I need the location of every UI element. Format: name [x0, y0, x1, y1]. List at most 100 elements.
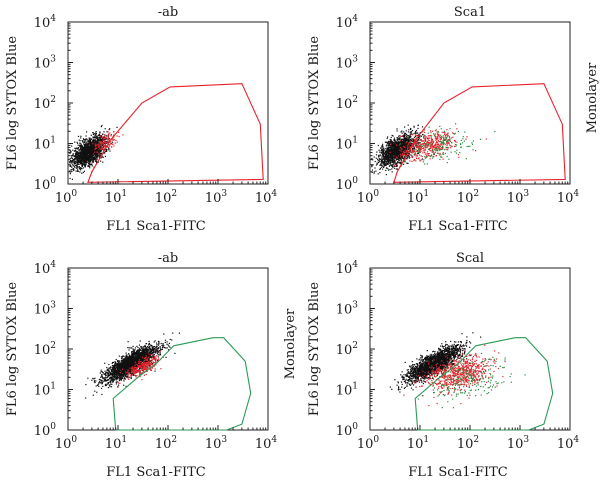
x-tick-label: 104: [255, 189, 278, 206]
data-point: [393, 141, 395, 143]
data-point: [87, 149, 89, 151]
data-point: [392, 157, 394, 159]
data-point: [74, 152, 77, 154]
data-point: [154, 352, 156, 354]
data-point: [393, 160, 395, 162]
data-point: [390, 144, 393, 146]
data-point: [436, 146, 438, 148]
data-point: [392, 145, 394, 147]
data-point: [427, 138, 429, 140]
data-point: [418, 150, 420, 152]
data-point: [95, 145, 97, 147]
data-point: [81, 168, 83, 170]
data-point: [94, 381, 96, 384]
data-point: [82, 158, 85, 160]
data-point: [383, 155, 385, 157]
data-point: [98, 145, 100, 147]
data-point: [99, 137, 101, 139]
data-point: [422, 131, 424, 133]
data-point: [437, 148, 439, 150]
data-point: [417, 146, 419, 148]
data-point: [379, 155, 381, 157]
data-point: [384, 155, 386, 157]
data-point: [415, 142, 417, 144]
data-point: [98, 137, 100, 139]
data-point: [78, 157, 80, 160]
data-point: [399, 135, 401, 137]
data-point: [401, 144, 403, 146]
data-point: [69, 173, 71, 175]
data-point: [392, 150, 394, 152]
data-point: [108, 144, 110, 146]
data-point: [389, 147, 391, 150]
data-point: [85, 397, 87, 399]
data-point: [80, 150, 82, 152]
data-point: [428, 155, 430, 157]
data-point: [407, 162, 409, 164]
data-point: [83, 156, 85, 158]
data-point: [430, 137, 432, 139]
data-point: [83, 145, 86, 147]
data-point: [90, 139, 92, 142]
data-point: [393, 143, 396, 145]
data-point: [386, 155, 388, 157]
data-point: [94, 134, 96, 136]
data-point: [431, 140, 433, 142]
data-point: [115, 139, 117, 141]
data-point: [397, 144, 399, 146]
data-point: [112, 375, 114, 378]
data-point: [446, 137, 448, 139]
data-point: [108, 363, 110, 366]
data-point: [90, 134, 92, 136]
data-point: [95, 135, 97, 137]
data-point: [108, 137, 110, 139]
data-point: [424, 163, 426, 165]
data-point: [75, 162, 77, 164]
data-point: [87, 152, 89, 154]
data-point: [79, 159, 81, 161]
data-point: [73, 155, 75, 158]
data-point: [413, 125, 415, 127]
data-point: [426, 145, 428, 147]
data-point: [148, 346, 150, 348]
data-point: [87, 143, 89, 145]
data-point: [384, 153, 386, 155]
data-point: [396, 137, 398, 139]
data-point: [122, 134, 124, 136]
data-point: [86, 153, 88, 155]
data-point: [111, 146, 113, 148]
data-point: [107, 135, 109, 137]
data-point: [113, 145, 115, 147]
data-point: [402, 154, 404, 156]
data-point: [377, 144, 379, 147]
data-point: [422, 152, 424, 154]
data-point: [400, 148, 402, 150]
data-point: [411, 142, 413, 144]
data-point: [417, 142, 419, 144]
data-point: [90, 151, 92, 153]
data-point: [435, 147, 438, 149]
data-point: [412, 151, 414, 153]
data-point: [409, 140, 411, 142]
data-point: [86, 131, 88, 133]
data-point: [441, 147, 444, 149]
data-point: [380, 158, 382, 160]
cluster-1: [85, 332, 180, 399]
data-point: [400, 141, 402, 143]
data-point: [80, 135, 82, 137]
data-point: [83, 139, 85, 141]
data-point: [384, 159, 386, 161]
data-point: [398, 143, 400, 145]
data-point: [79, 143, 81, 145]
data-point: [75, 164, 77, 167]
data-point: [417, 124, 419, 127]
data-point: [410, 131, 413, 133]
data-point: [380, 152, 382, 154]
data-point: [422, 143, 424, 145]
data-point: [375, 164, 378, 166]
data-point: [89, 156, 91, 158]
data-point: [392, 153, 395, 155]
data-point: [432, 147, 434, 149]
data-point: [109, 150, 111, 152]
y-axis-label: FL6 log SYTOX Blue: [5, 36, 20, 171]
